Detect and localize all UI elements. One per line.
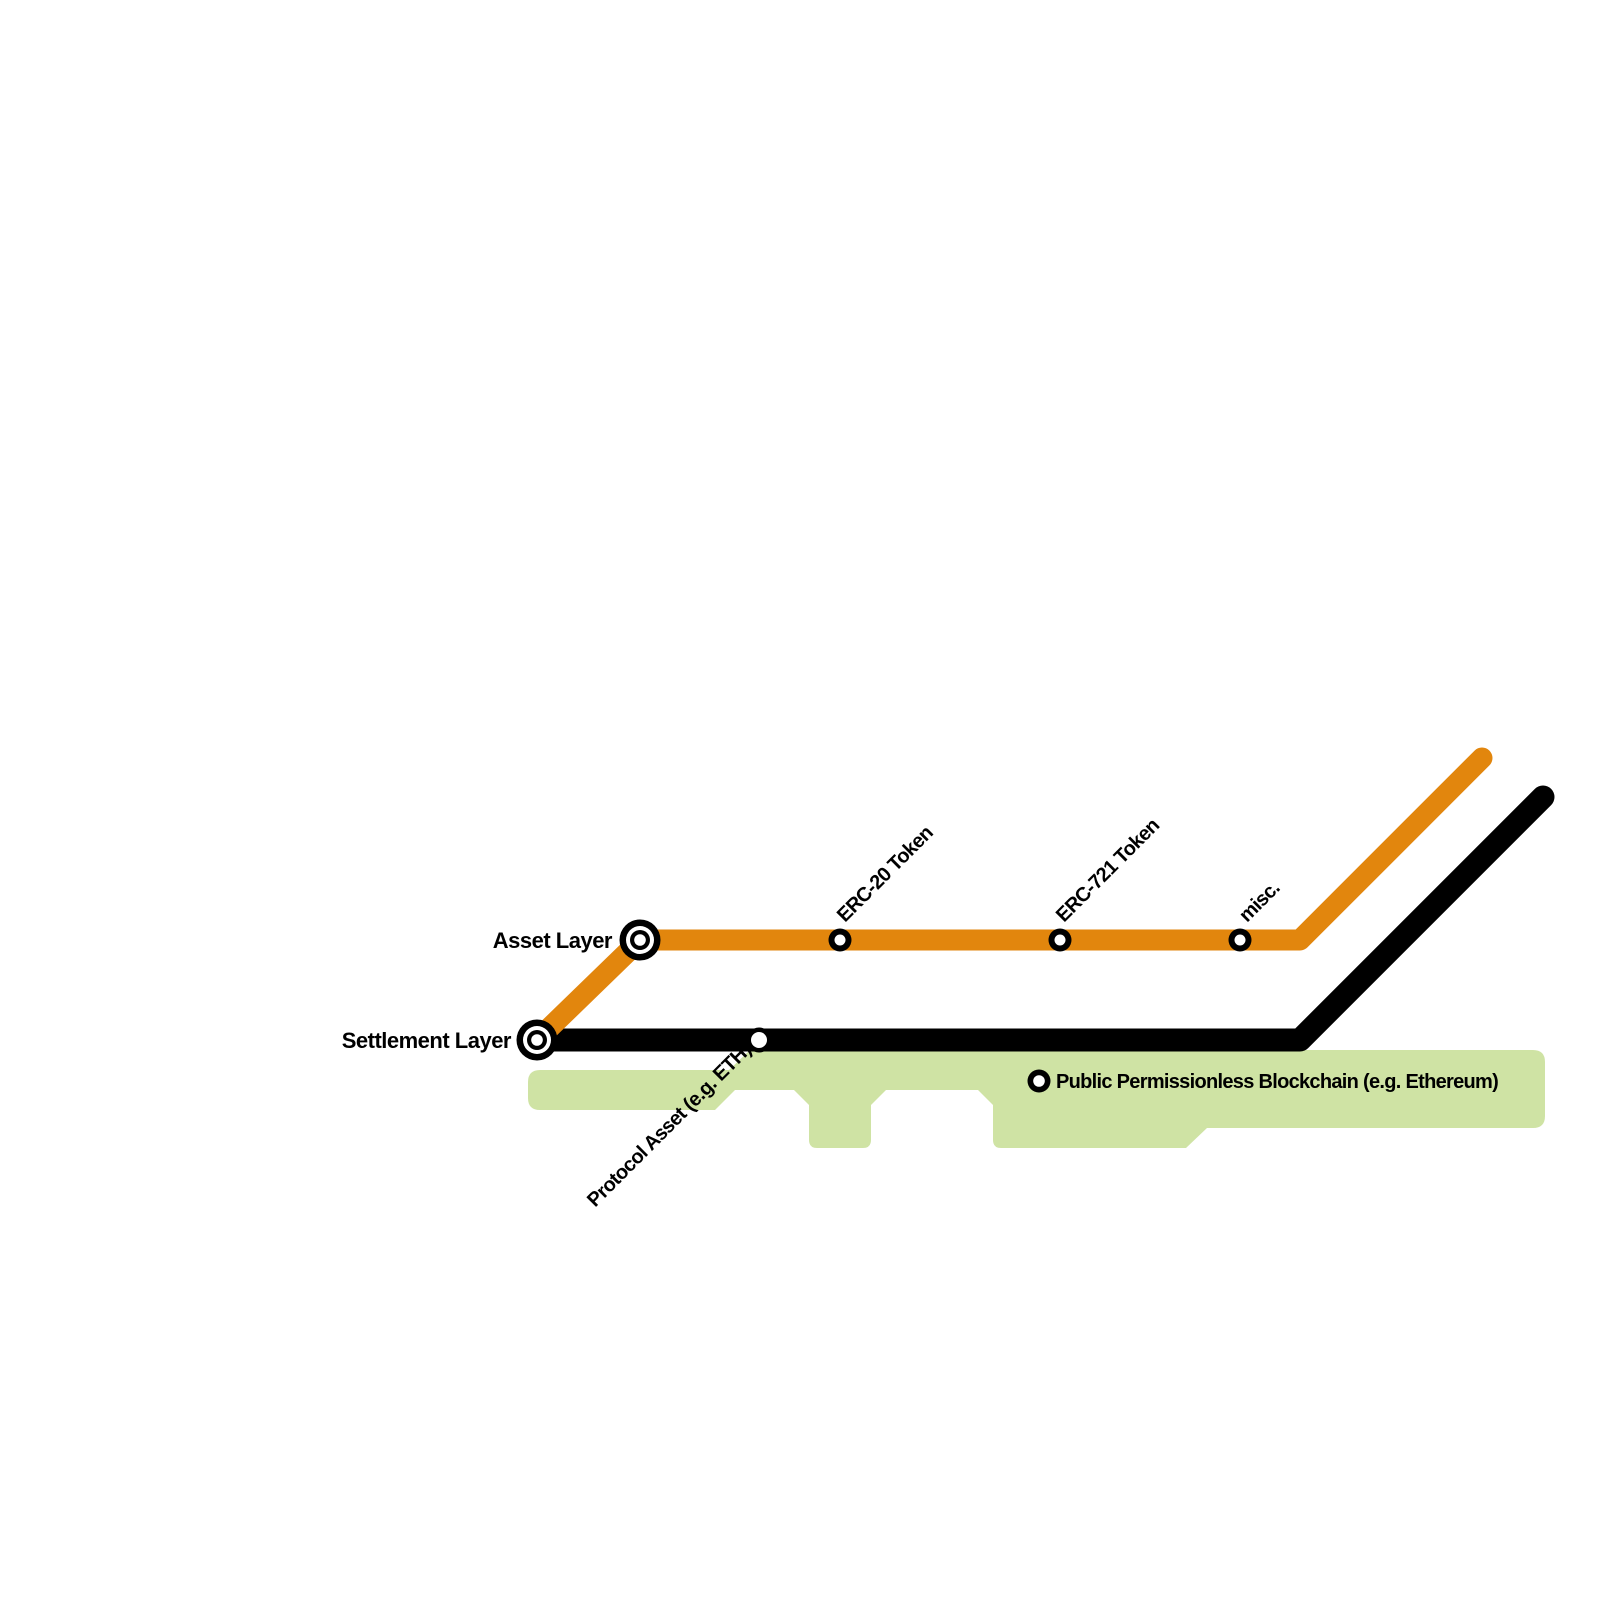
station-center	[751, 1032, 767, 1048]
settlement-line	[525, 785, 1555, 1052]
station-public-permissionless-blockchain	[1027, 1069, 1051, 1093]
label-misc: misc.	[1235, 877, 1284, 926]
station-center	[1033, 1075, 1045, 1087]
interchange-center	[531, 1034, 543, 1046]
label-public-permissionless-blockchain: Public Permissionless Blockchain (e.g. E…	[1056, 1071, 1498, 1093]
station-asset-layer-interchange	[619, 919, 661, 961]
station-center	[1054, 934, 1066, 946]
label-protocol-asset: Protocol Asset (e.g. ETH)	[583, 1039, 755, 1211]
station-protocol-asset	[746, 1027, 772, 1053]
label-asset-layer: Asset Layer	[493, 928, 613, 953]
station-center	[1234, 934, 1246, 946]
interchange-center	[634, 934, 646, 946]
station-misc	[1228, 928, 1252, 952]
station-erc-20-token	[828, 928, 852, 952]
asset-line	[526, 747, 1493, 1051]
label-erc-721-token: ERC-721 Token	[1052, 815, 1164, 927]
station-center	[834, 934, 846, 946]
station-settlement-layer-interchange	[516, 1019, 558, 1061]
station-erc-721-token	[1048, 928, 1072, 952]
blockchain-zone-shape	[528, 1050, 1545, 1148]
label-settlement-layer: Settlement Layer	[342, 1028, 512, 1053]
label-erc-20-token: ERC-20 Token	[833, 822, 937, 926]
